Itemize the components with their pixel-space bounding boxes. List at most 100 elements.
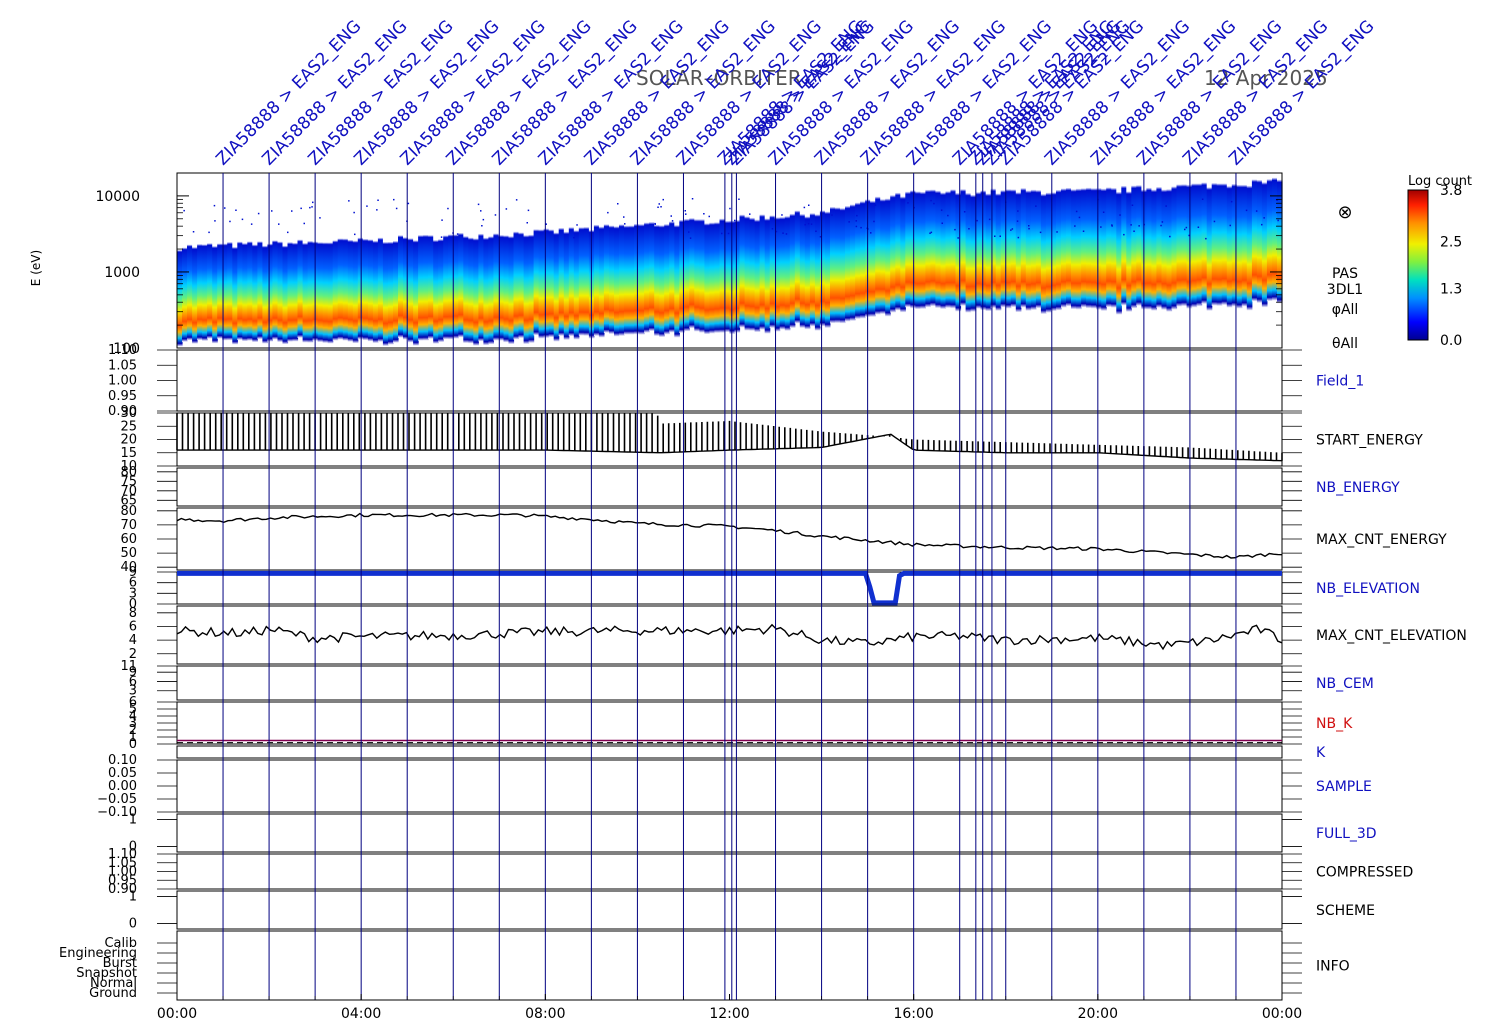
spectrogram-column — [945, 180, 952, 308]
spectrogram-speckle — [870, 232, 872, 234]
spectrogram-speckle — [874, 204, 877, 206]
spectrogram-speckle — [930, 231, 933, 234]
spectrogram-column — [684, 209, 690, 332]
spectrogram-column — [1226, 175, 1233, 308]
panel-frame — [176, 853, 1283, 890]
spectrogram-column — [267, 235, 273, 342]
ytick-label: 25 — [120, 419, 137, 434]
ytick-label: 1.05 — [108, 856, 137, 871]
spectrogram-column — [1045, 182, 1052, 313]
spectrogram-column — [458, 223, 464, 338]
spectrogram-column — [835, 197, 841, 324]
panel-frame — [176, 813, 1283, 853]
spectrogram-column — [644, 212, 650, 333]
ytick-label: Burst — [103, 956, 137, 971]
spectrogram-speckle — [727, 232, 730, 235]
mission-title: SOLAR–ORBITER — [636, 66, 802, 90]
spectrogram-speckle — [860, 226, 862, 229]
spectrogram-speckle — [810, 223, 813, 225]
spectrogram-phi-label: φAll — [1332, 302, 1359, 318]
spectrogram-column — [322, 233, 329, 343]
spectrogram-speckle — [312, 201, 314, 204]
spectrogram-column — [1256, 169, 1263, 303]
x-tick-label: 00:00 — [1262, 1006, 1302, 1020]
spectrogram-column — [418, 225, 424, 341]
spectrogram-speckle — [1263, 217, 1265, 219]
spectrogram-speckle — [771, 228, 774, 230]
spectrogram-column — [508, 226, 515, 345]
spectrogram-column — [292, 234, 299, 342]
spectrogram-speckle — [729, 207, 731, 210]
spectrogram-column — [593, 215, 600, 336]
spectrogram-column — [1191, 172, 1198, 308]
spectrogram-speckle — [250, 223, 253, 225]
ytick-label: 0.00 — [108, 779, 137, 794]
spectrogram-column — [1091, 177, 1097, 309]
spectrogram-column — [870, 190, 876, 317]
spectrogram-column — [207, 234, 213, 339]
ytick-label: 3 — [129, 684, 137, 699]
spectrogram-speckle — [377, 199, 379, 201]
spectrogram-speckle — [708, 215, 710, 218]
spectrogram-speckle — [545, 223, 547, 225]
spectrogram-column — [453, 225, 459, 339]
spectrogram-mode-label: 3DL1 — [1327, 282, 1363, 298]
spectrogram-column — [1076, 178, 1082, 310]
ytick-label: −0.10 — [97, 805, 137, 820]
spectrogram-speckle — [1130, 224, 1132, 226]
spectrogram-column — [1156, 176, 1162, 308]
ytick-label: 9 — [129, 665, 137, 680]
spectrogram-speckle — [1028, 227, 1030, 230]
spectrogram-column — [759, 204, 766, 330]
trace-line — [176, 512, 1283, 559]
spectrogram-column — [367, 230, 374, 342]
spectrogram-speckle — [1102, 211, 1105, 213]
ytick-label: 70 — [120, 484, 137, 499]
spectrogram-speckle — [999, 235, 1001, 237]
panel-frame — [176, 745, 1283, 759]
spectrogram-column — [568, 217, 575, 337]
spectrogram-speckle — [366, 205, 368, 207]
ytick-label: 6 — [129, 674, 137, 689]
spectrogram-column — [920, 181, 926, 309]
ytick-label: 20 — [120, 433, 137, 448]
spectrogram-column — [704, 213, 710, 335]
spectrogram-speckle — [1028, 225, 1030, 227]
panel-frame — [176, 467, 1283, 507]
spectrogram-speckle — [481, 225, 483, 227]
spectrogram-speckle — [654, 222, 656, 225]
ytick-label: 80 — [120, 504, 137, 519]
spectrogram-speckle — [1039, 231, 1042, 234]
spectrogram-column — [342, 229, 349, 341]
spectrogram-column — [1056, 179, 1062, 311]
spectrogram-speckle — [192, 231, 195, 233]
spectrogram-speckle — [393, 198, 395, 201]
panel-frame — [176, 571, 1283, 605]
spectrogram-column — [603, 214, 610, 333]
spectrogram-column — [1241, 174, 1248, 307]
spectrogram-column — [513, 222, 520, 340]
spectrogram-symbol: ⊗ — [1337, 202, 1352, 223]
spectrogram-speckle — [354, 233, 356, 236]
spectrogram-column — [669, 211, 675, 333]
spectrogram-speckle — [300, 207, 302, 210]
panel-frame — [176, 605, 1283, 665]
spectrogram-speckle — [957, 237, 959, 239]
spectrogram-column — [664, 214, 670, 335]
spectrogram-column — [403, 228, 409, 340]
spectrogram-column — [1061, 178, 1067, 308]
spectrogram-speckle — [440, 236, 443, 238]
spectrogram-column — [393, 232, 399, 343]
spectrogram-column — [714, 212, 720, 333]
panel-label: START_ENERGY — [1316, 433, 1423, 449]
spectrogram-speckle — [807, 222, 810, 225]
spectrogram-column — [1025, 179, 1032, 311]
spectrogram-column — [624, 216, 630, 335]
spectrogram-speckle — [819, 236, 822, 238]
spectrogram-column — [408, 229, 414, 343]
spectrogram-column — [528, 225, 535, 343]
spectrogram-column — [875, 186, 881, 315]
spectrogram-column — [1231, 173, 1238, 307]
spectrogram-speckle — [505, 208, 508, 210]
